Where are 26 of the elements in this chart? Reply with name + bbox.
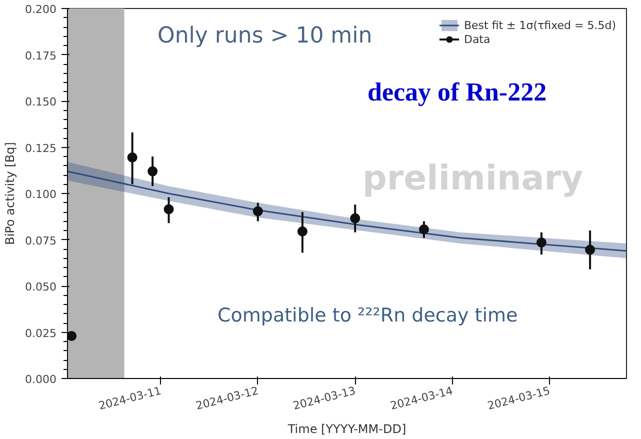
point (350, 213, 360, 224)
y-tick-label: 0.175 (25, 49, 57, 62)
y-tick-label: 0.125 (25, 142, 57, 155)
y-axis-title: BiPo activity [Bq] (3, 142, 18, 245)
y-tick-label: 0.025 (25, 326, 57, 340)
point (536, 238, 546, 248)
legend-label: Best fit ± 1σ(τfixed = 5.5d) (464, 18, 616, 32)
point (297, 226, 308, 236)
y-tick-label: 0.000 (25, 373, 57, 386)
point (252, 206, 263, 216)
annotation: decay of Rn-222 (368, 78, 547, 106)
point (164, 204, 174, 214)
point (585, 244, 596, 255)
annotation: Only runs > 10 min (158, 24, 372, 48)
y-tick-label: 0.100 (25, 188, 57, 201)
x-axis-title: Time [YYYY-MM-DD] (286, 422, 406, 436)
y-tick-label: 0.075 (25, 234, 57, 248)
y-tick-label: 0.050 (25, 280, 57, 294)
point (148, 166, 158, 176)
legend-label: Data (464, 32, 490, 46)
annotation: Compatible to ²²²Rn decay time (218, 304, 518, 326)
point (127, 152, 138, 162)
point (68, 330, 77, 341)
y-tick-label: 0.150 (25, 96, 57, 108)
y-tick-label: 0.200 (25, 3, 57, 16)
point (418, 224, 429, 234)
